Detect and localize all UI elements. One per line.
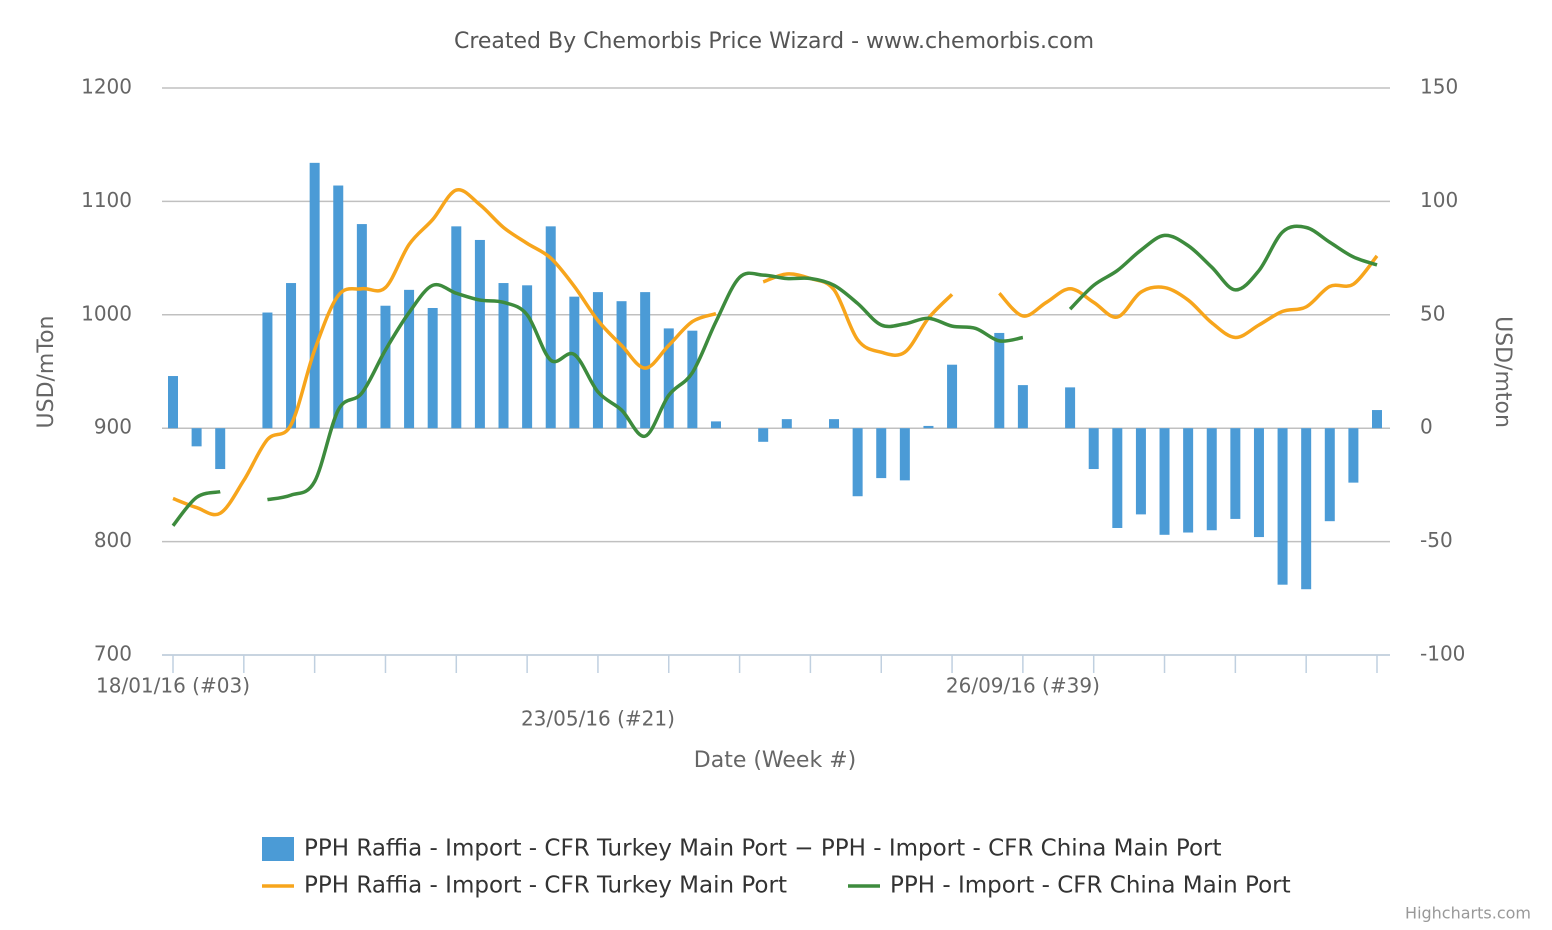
y2-tick-label: 50 [1420,301,1445,325]
bar [1017,385,1028,429]
bar [1183,428,1194,533]
y2-tick-label: -100 [1420,642,1465,666]
bar [427,307,438,429]
y2-tick-label: -50 [1420,528,1453,552]
bar [1206,428,1217,531]
bar [191,428,202,447]
bar [569,296,580,429]
y-tick-label: 1000 [81,301,132,325]
bar [710,421,721,429]
bar [1253,428,1264,538]
line [172,187,1379,517]
bar [168,376,178,429]
bar [923,425,934,429]
bar [522,285,533,429]
bar [1372,410,1382,429]
bar [1324,428,1335,522]
bar [592,292,603,429]
bar [545,226,556,429]
legend-label: PPH Raffia - Import - CFR Turkey Main Po… [304,873,787,899]
chart-title: Created By Chemorbis Price Wizard - www.… [454,29,1094,54]
legend-label: PPH Raffia - Import - CFR Turkey Main Po… [304,836,1221,862]
bar [829,419,840,429]
bar [663,328,674,429]
line [171,224,1378,527]
credits: Highcharts.com [1405,904,1531,923]
bar [758,428,769,442]
bar [451,226,462,429]
bar [1065,387,1076,429]
legend-label: PPH - Import - CFR China Main Port [890,873,1291,899]
bar [1112,428,1123,528]
y-tick-label: 700 [94,642,132,666]
bar [781,419,792,429]
x-tick-label: 23/05/16 (#21) [521,707,675,731]
bar [498,283,509,429]
legend-symbol [262,837,294,861]
y2-tick-label: 150 [1420,75,1458,99]
bar [899,428,910,481]
y2-tick-label: 0 [1420,415,1433,439]
y-tick-label: 1100 [81,188,132,212]
bar [1135,428,1146,515]
x-tick-label: 26/09/16 (#39) [946,674,1100,698]
bar [1230,428,1241,519]
y2-axis-title: USD/mton [1490,316,1515,428]
bar [1159,428,1170,535]
bar [286,283,297,429]
y-tick-label: 1200 [81,75,132,99]
bar [356,224,367,429]
bar [262,312,273,429]
bar [616,301,627,429]
bar [474,239,485,429]
y-tick-label: 900 [94,415,132,439]
x-axis-title: Date (Week #) [694,748,856,773]
bar [876,428,887,479]
x-tick-label: 18/01/16 (#03) [96,674,250,698]
y-axis-title: USD/mTon [34,316,59,429]
bar [404,289,415,429]
y-tick-label: 800 [94,528,132,552]
bar [852,428,863,497]
bar [947,364,958,429]
bar [1277,428,1288,585]
bar [1348,428,1359,483]
bar [1301,428,1312,590]
bar [333,185,344,429]
bar [994,332,1005,429]
bar [309,162,320,429]
bar [1088,428,1099,470]
bar [640,292,651,429]
bar [215,428,226,470]
bar [687,330,698,429]
y2-tick-label: 100 [1420,188,1458,212]
bar [380,305,391,429]
